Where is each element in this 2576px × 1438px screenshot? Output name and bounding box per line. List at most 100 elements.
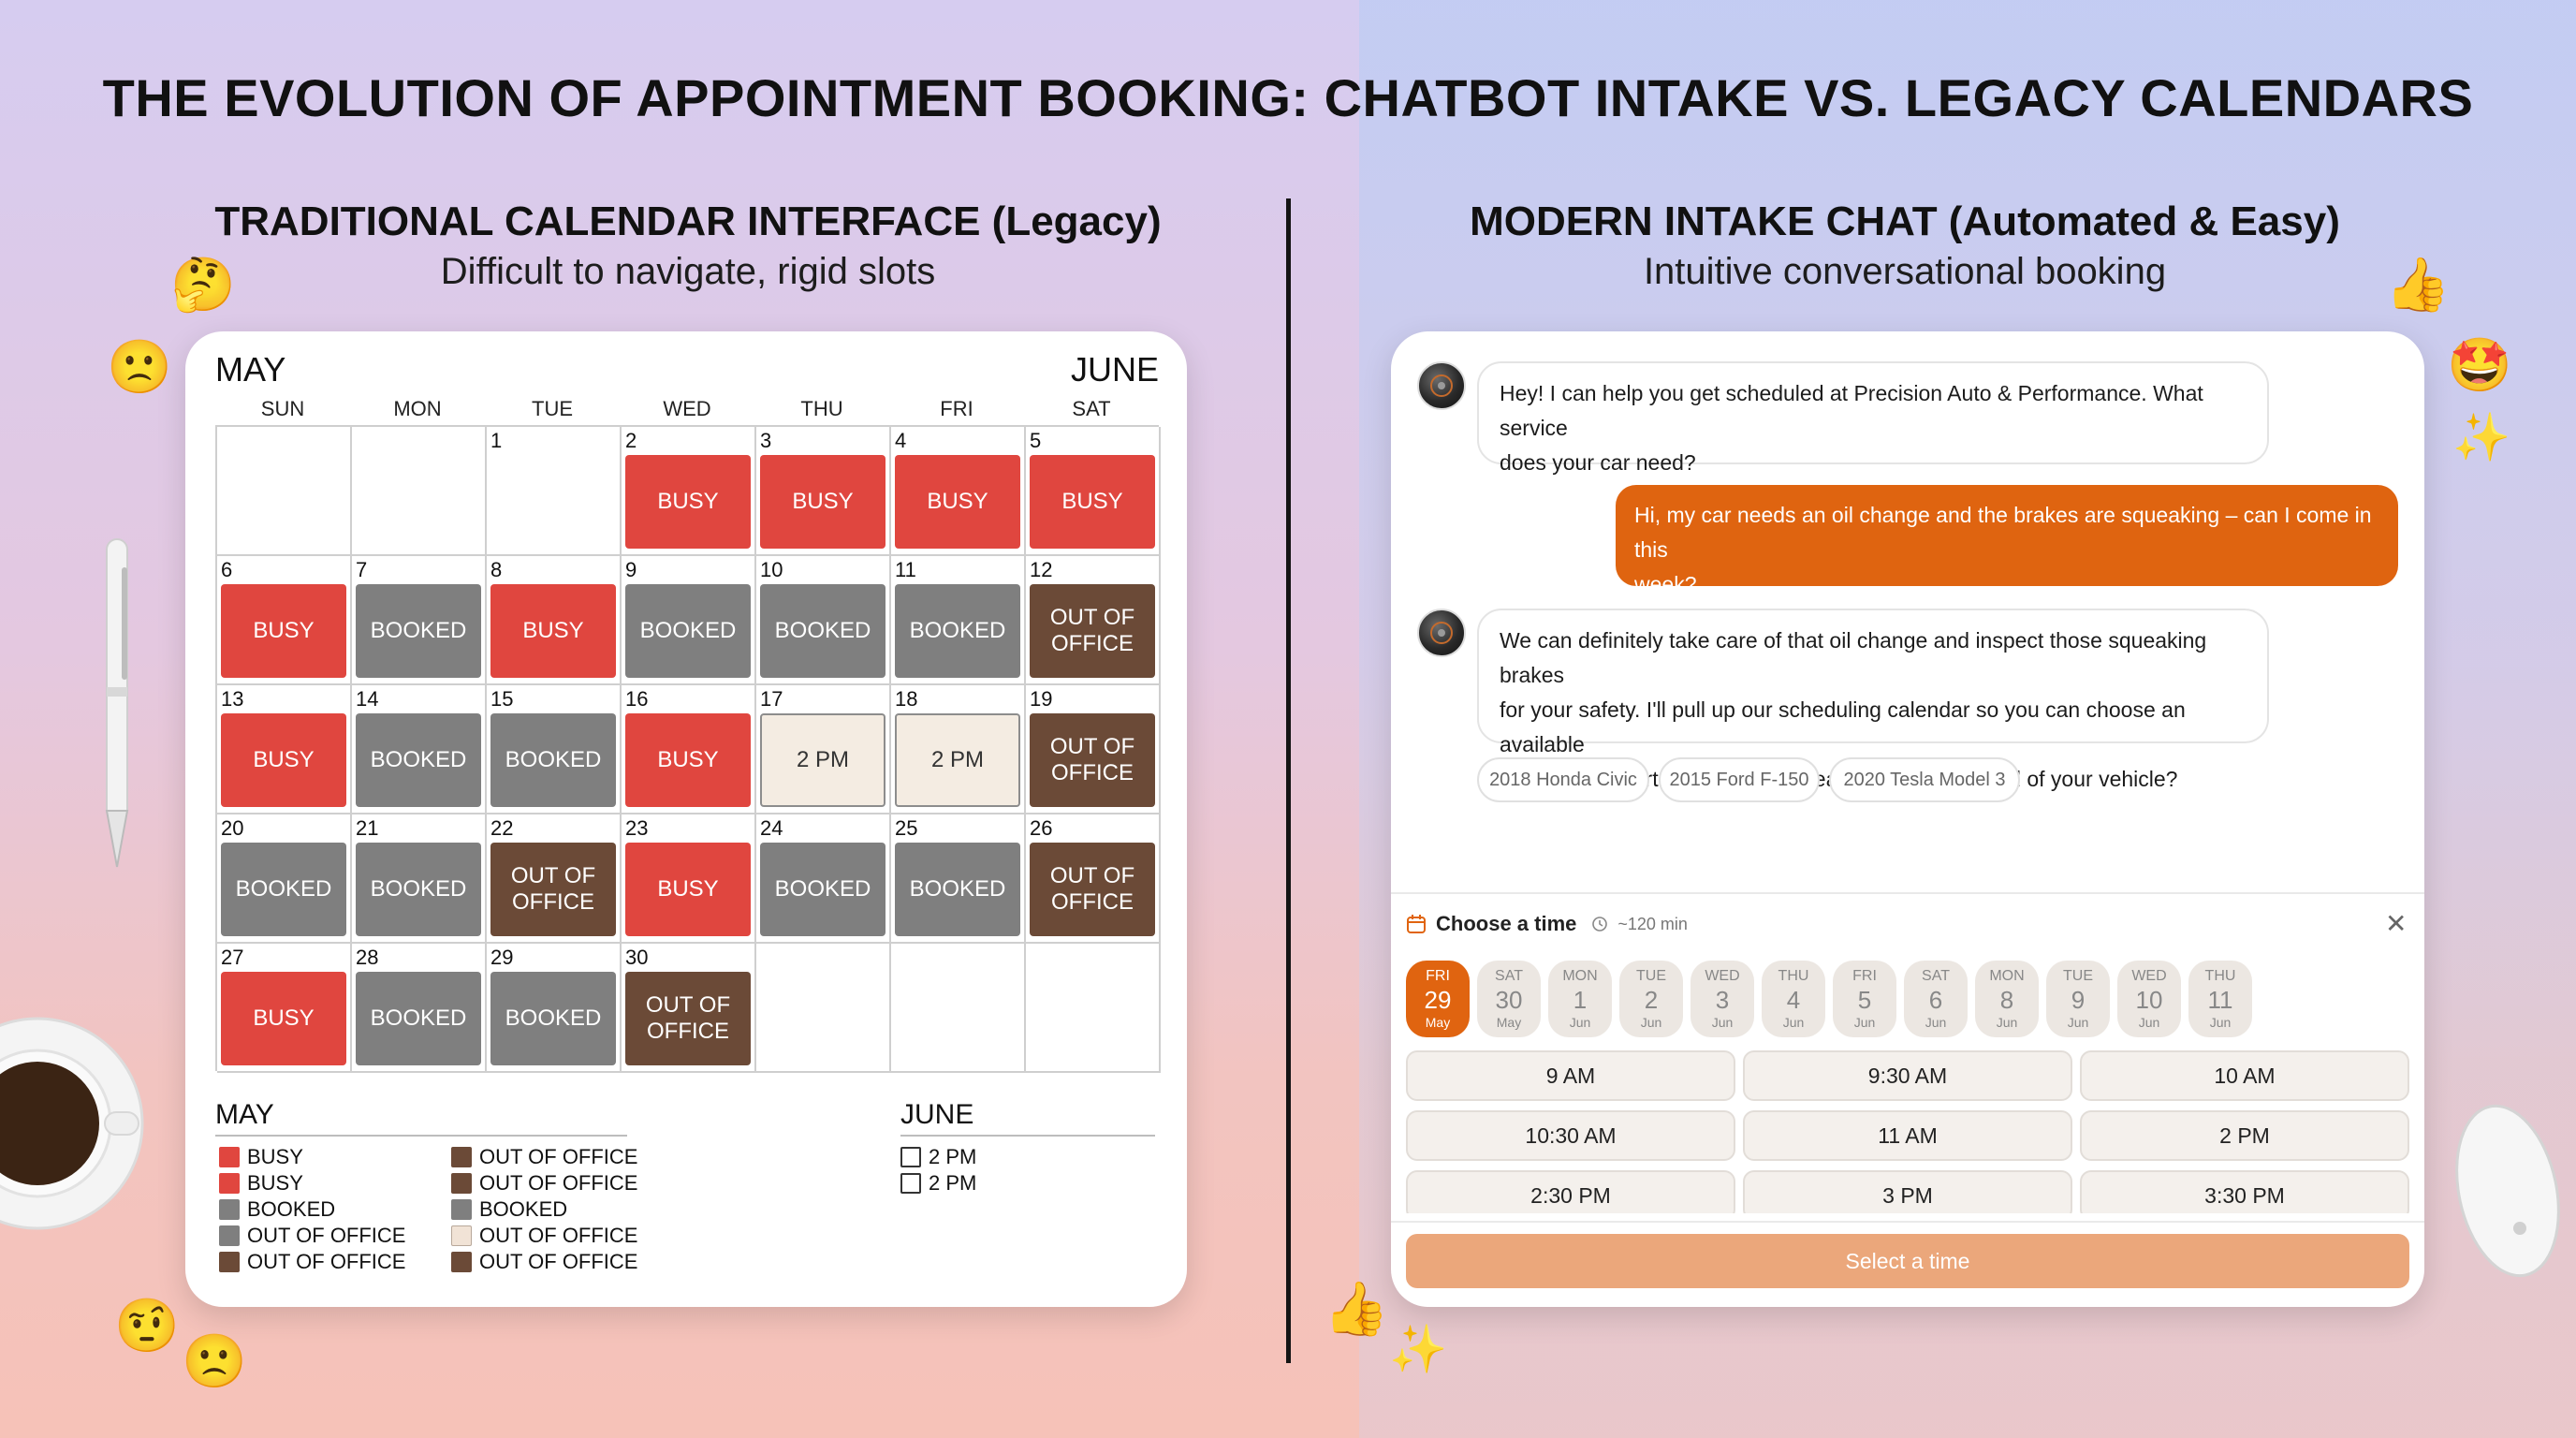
calendar-day-cell[interactable]: 1 (487, 427, 622, 556)
calendar-day-cell[interactable]: 4 BUSY (891, 427, 1026, 556)
legend-swatch (219, 1225, 240, 1246)
calendar-day-cell[interactable]: 26 OUT OF OFFICE (1026, 814, 1161, 944)
calendar-day-cell[interactable]: 9 BOOKED (622, 556, 756, 685)
legend-swatch (219, 1173, 240, 1194)
star-struck-emoji-icon: 🤩 (2447, 335, 2512, 394)
legend-label: OUT OF OFFICE (479, 1224, 638, 1247)
time-slot-button[interactable]: 2:30 PM (1406, 1170, 1735, 1221)
calendar-day-cell[interactable]: 5 BUSY (1026, 427, 1161, 556)
day-number: 29 (490, 946, 514, 969)
calendar-day-cell[interactable]: 2 BUSY (622, 427, 756, 556)
date-option[interactable]: SAT 6 Jun (1904, 961, 1968, 1037)
date-option[interactable]: THU 4 Jun (1762, 961, 1825, 1037)
date-option[interactable]: SAT 30 May (1477, 961, 1541, 1037)
calendar-day-cell[interactable]: 21 BOOKED (352, 814, 487, 944)
calendar-day-cell[interactable]: 12 OUT OF OFFICE (1026, 556, 1161, 685)
vehicle-suggestion-chip[interactable]: 2015 Ford F-150 (1659, 757, 1820, 802)
calendar-day-cell[interactable]: 30 OUT OF OFFICE (622, 944, 756, 1073)
calendar-day-cell[interactable]: 13 BUSY (217, 685, 352, 814)
calendar-day-cell[interactable]: 6 BUSY (217, 556, 352, 685)
calendar-day-cell[interactable]: 14 BOOKED (352, 685, 487, 814)
weekday-label: MON (393, 397, 442, 420)
date-month: Jun (1640, 1015, 1662, 1030)
time-slot-button[interactable]: 3:30 PM (2080, 1170, 2409, 1221)
bot-message-2: We can definitely take care of that oil … (1477, 609, 2269, 791)
calendar-day-cell[interactable]: 29 BOOKED (487, 944, 622, 1073)
calendar-day-cell[interactable]: 11 BOOKED (891, 556, 1026, 685)
date-option[interactable]: FRI 5 Jun (1833, 961, 1896, 1037)
date-option[interactable]: MON 8 Jun (1975, 961, 2039, 1037)
calendar-day-cell[interactable]: 7 BOOKED (352, 556, 487, 685)
legend-item: OUT OF OFFICE (451, 1223, 637, 1249)
legend-may-column-2: OUT OF OFFICE OUT OF OFFICE BOOKED OUT OF O… (451, 1144, 637, 1275)
legend-label: OUT OF OFFICE (479, 1171, 638, 1195)
thumbs-up-icon: 👍 (1324, 1279, 1389, 1338)
calendar-day-cell[interactable]: 28 BOOKED (352, 944, 487, 1073)
calendar-day-cell[interactable]: 27 BUSY (217, 944, 352, 1073)
legend-may-column-1: BUSY BUSY BOOKED OUT OF OFFICE OUT OF OFFICE (219, 1144, 405, 1275)
time-slot-button[interactable]: 2 PM (2080, 1110, 2409, 1161)
calendar-slot-ooo: OUT OF OFFICE (490, 843, 616, 936)
calendar-day-cell[interactable]: 23 BUSY (622, 814, 756, 944)
calendar-day-cell[interactable]: 3 BUSY (756, 427, 891, 556)
calendar-slot-booked: BOOKED (221, 843, 346, 936)
message-line: for your safety. I'll pull up our schedu… (1500, 697, 2186, 756)
time-slot-button[interactable]: 3 PM (1743, 1170, 2072, 1221)
sparkles-icon: ✨ (2452, 411, 2511, 463)
calendar-day-cell[interactable]: 25 BOOKED (891, 814, 1026, 944)
legend-label: OUT OF OFFICE (479, 1250, 638, 1273)
time-slot-button[interactable]: 9:30 AM (1743, 1050, 2072, 1101)
calendar-slot-busy: BUSY (625, 455, 751, 549)
calendar-day-cell[interactable]: 20 BOOKED (217, 814, 352, 944)
calendar-day-cell (756, 944, 891, 1073)
calendar-day-cell[interactable]: 15 BOOKED (487, 685, 622, 814)
calendar-day-cell[interactable]: 10 BOOKED (756, 556, 891, 685)
modern-heading: MODERN INTAKE CHAT (Automated & Easy) (1470, 198, 2340, 244)
calendar-day-cell[interactable]: 8 BUSY (487, 556, 622, 685)
date-option[interactable]: WED 3 Jun (1690, 961, 1754, 1037)
date-number: 11 (2207, 986, 2233, 1014)
day-number: 8 (490, 558, 503, 581)
calendar-day-cell (891, 944, 1026, 1073)
calendar-slot-busy: BUSY (760, 455, 886, 549)
time-slot-button[interactable]: 11 AM (1743, 1110, 2072, 1161)
checkbox-icon[interactable] (900, 1147, 921, 1167)
date-option[interactable]: TUE 2 Jun (1619, 961, 1683, 1037)
date-month: May (1496, 1015, 1522, 1030)
legend-swatch (219, 1199, 240, 1220)
time-slot-button[interactable]: 9 AM (1406, 1050, 1735, 1101)
calendar-day-cell[interactable]: 19 OUT OF OFFICE (1026, 685, 1161, 814)
user-message-1: Hi, my car needs an oil change and the b… (1616, 485, 2398, 596)
checkbox-icon[interactable] (900, 1173, 921, 1194)
date-number: 29 (1424, 986, 1452, 1014)
date-month: Jun (1925, 1015, 1947, 1030)
date-option[interactable]: THU 11 Jun (2188, 961, 2252, 1037)
time-slot-button[interactable]: 10:30 AM (1406, 1110, 1735, 1161)
close-icon[interactable]: ✕ (2385, 909, 2408, 938)
day-number: 24 (760, 816, 783, 840)
date-month: Jun (1996, 1015, 2018, 1030)
calendar-day-cell[interactable]: 16 BUSY (622, 685, 756, 814)
calendar-day-cell[interactable]: 24 BOOKED (756, 814, 891, 944)
vehicle-suggestion-chip[interactable]: 2020 Tesla Model 3 (1829, 757, 2020, 802)
legend-june-column: 2 PM 2 PM (900, 1144, 976, 1196)
calendar-slot-booked: BOOKED (356, 584, 481, 678)
calendar-day-cell[interactable]: 17 2 PM (756, 685, 891, 814)
date-option[interactable]: FRI 29 May (1406, 961, 1470, 1037)
available-slot[interactable]: 2 PM (895, 713, 1020, 807)
available-slot[interactable]: 2 PM (760, 713, 886, 807)
date-month: May (1425, 1015, 1451, 1030)
date-option[interactable]: WED 10 Jun (2117, 961, 2181, 1037)
calendar-day-cell[interactable]: 18 2 PM (891, 685, 1026, 814)
date-option[interactable]: TUE 9 Jun (2046, 961, 2110, 1037)
date-option[interactable]: MON 1 Jun (1548, 961, 1612, 1037)
select-time-button[interactable]: Select a time (1406, 1234, 2409, 1288)
message-line: Hey! I can help you get scheduled at Pre… (1500, 381, 2203, 440)
date-number: 4 (1786, 986, 1801, 1014)
calendar-day-cell[interactable]: 22 OUT OF OFFICE (487, 814, 622, 944)
time-slot-button[interactable]: 10 AM (2080, 1050, 2409, 1101)
vehicle-suggestion-chip[interactable]: 2018 Honda Civic (1477, 757, 1649, 802)
date-weekday: FRI (1426, 968, 1450, 984)
date-number: 8 (1999, 986, 2014, 1014)
date-weekday: MON (1989, 968, 2025, 984)
